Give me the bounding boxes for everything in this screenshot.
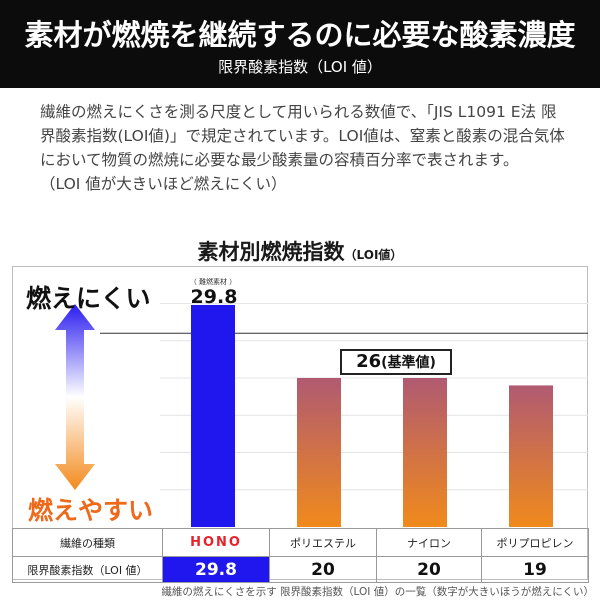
reference-text: (基準値) bbox=[381, 355, 436, 371]
direction-arrow-icon bbox=[55, 304, 95, 490]
chart-title-main: 素材別燃焼指数 bbox=[197, 240, 345, 264]
chart-title: 素材別燃焼指数（LOI値） bbox=[0, 236, 600, 266]
table-value-nylon: 20 bbox=[376, 556, 482, 583]
table-column-hono: HONO bbox=[162, 528, 270, 557]
reference-value: 26 bbox=[356, 351, 382, 372]
table-column-polypropylene: ポリプロピレン bbox=[481, 528, 589, 557]
table-value-row: 限界酸素指数（LOI 値） 29.8 20 20 19 bbox=[12, 556, 589, 583]
description-line: 界酸素指数(LOI値)」で規定されています。LOI値は、窒素と酸素の混合気体 bbox=[40, 127, 565, 145]
loi-table: 繊維の種類 HONO ポリエステル ナイロン ポリプロピレン 限界酸素指数（LO… bbox=[12, 528, 589, 583]
hono-value-label: 29.8 bbox=[190, 286, 238, 308]
table-value-polypropylene: 19 bbox=[481, 556, 589, 583]
description-line: 繊維の燃えにくさを測る尺度として用いられる数値で、「JIS L1091 E法 限 bbox=[40, 103, 557, 121]
bar-material-2 bbox=[403, 377, 447, 527]
page-title: 素材が燃焼を継続するのに必要な酸素濃度 bbox=[24, 18, 576, 52]
label-easy-to-burn: 燃えやすい bbox=[28, 496, 154, 525]
table-row-label: 限界酸素指数（LOI 値） bbox=[12, 556, 163, 583]
page-subtitle: 限界酸素指数（LOI 値） bbox=[218, 58, 382, 76]
description-text: 繊維の燃えにくさを測る尺度として用いられる数値で、「JIS L1091 E法 限… bbox=[40, 100, 570, 196]
description-line: （LOI 値が大きいほど燃えにくい） bbox=[40, 175, 287, 193]
footnote: 繊維の燃えにくさを示す 限界酸素指数（LOI 値）の一覧（数字が大きいほうが燃え… bbox=[161, 586, 594, 598]
bar-hono bbox=[191, 304, 235, 527]
table-value-polyester: 20 bbox=[269, 556, 377, 583]
hono-note: （ 難燃素材 ） bbox=[189, 278, 237, 286]
bar-material-1 bbox=[297, 377, 341, 527]
reference-label: 26(基準値) bbox=[340, 349, 452, 375]
header-banner: 素材が燃焼を継続するのに必要な酸素濃度 限界酸素指数（LOI 値） bbox=[0, 0, 600, 88]
bar-material-3 bbox=[509, 385, 553, 527]
label-hard-to-burn: 燃えにくい bbox=[26, 284, 151, 313]
table-column-polyester: ポリエステル bbox=[269, 528, 377, 557]
description-line: において物質の燃焼に必要な最少酸素量の容積百分率で表されます。 bbox=[40, 151, 519, 169]
table-header-label: 繊維の種類 bbox=[12, 528, 163, 557]
table-header-row: 繊維の種類 HONO ポリエステル ナイロン ポリプロピレン bbox=[12, 528, 589, 557]
table-value-hono: 29.8 bbox=[162, 556, 270, 583]
chart-title-unit: （LOI値） bbox=[344, 248, 403, 262]
table-column-nylon: ナイロン bbox=[376, 528, 482, 557]
